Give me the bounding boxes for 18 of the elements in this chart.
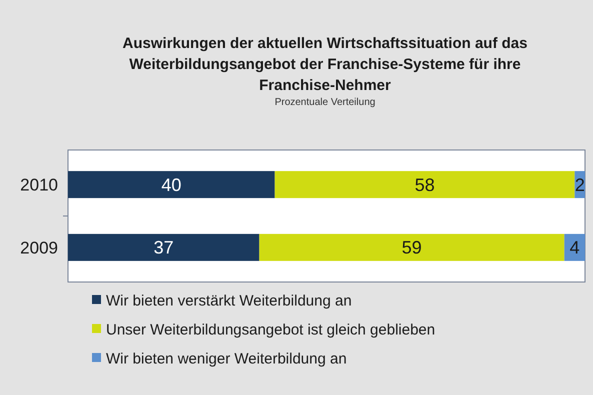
chart-subtitle: Prozentuale Verteilung bbox=[274, 97, 376, 108]
chart-title: Auswirkungen der aktuellen Wirtschaftssituation auf das Weiterbildungsangebot der Franchise-Systeme für ihre Franchise-Nehmer bbox=[122, 35, 528, 94]
data-label: 37 bbox=[154, 238, 174, 258]
data-label: 4 bbox=[570, 238, 580, 258]
data-label: 40 bbox=[161, 174, 182, 195]
bar bbox=[68, 171, 275, 198]
legend-label: Wir bieten weniger Weiterbildung an bbox=[106, 350, 347, 368]
bar bbox=[68, 234, 260, 261]
y-tick-label: 2010 bbox=[20, 176, 58, 195]
bar bbox=[259, 234, 564, 261]
data-label: 59 bbox=[402, 238, 422, 258]
legend-label: Unser Weiterbildungsangebot ist gleich geblieben bbox=[106, 321, 436, 338]
bar bbox=[274, 171, 575, 198]
data-label: 2 bbox=[574, 174, 585, 195]
legend-label: Wir bieten verstärkt Weiterbildung an bbox=[106, 292, 352, 310]
y-tick-label: 2009 bbox=[20, 238, 58, 258]
data-label: 58 bbox=[414, 174, 435, 195]
bar bbox=[564, 234, 585, 261]
